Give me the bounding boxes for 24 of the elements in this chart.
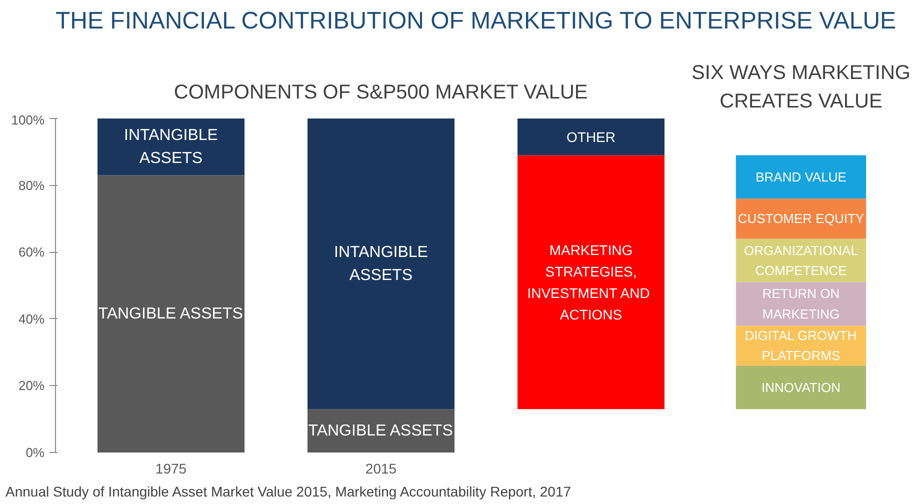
series-label: BRAND VALUE bbox=[756, 169, 847, 184]
y-tick-label: 0% bbox=[26, 445, 45, 460]
y-tick-label: 80% bbox=[18, 178, 45, 193]
series-label: DIGITAL GROWTH PLATFORMS bbox=[744, 328, 857, 364]
series-label: TANGIBLE ASSETS bbox=[308, 422, 453, 440]
y-tick-label: 60% bbox=[18, 244, 45, 260]
series-label: CUSTOMER EQUITY bbox=[738, 211, 864, 226]
series-label: INNOVATION bbox=[762, 380, 840, 395]
text: COMPONENTS OF S&P500 MARKET VALUE bbox=[174, 82, 588, 104]
y-tick-label: 40% bbox=[18, 311, 45, 326]
text: Annual Study of Intangible Asset Market Value 2015, Marketing Accountability Report, 2017 bbox=[6, 484, 572, 500]
chart-title: THE FINANCIAL CONTRIBUTION OF MARKETING TO ENTERPRISE VALUE bbox=[56, 8, 896, 34]
series-label: TANGIBLE ASSETS bbox=[98, 305, 243, 322]
series-label: INTANGIBLE ASSETS bbox=[124, 126, 218, 167]
text: SIX WAYS MARKETING CREATES VALUE bbox=[692, 62, 910, 112]
x-tick-label: 1975 bbox=[155, 460, 187, 476]
y-tick-label: 20% bbox=[18, 378, 45, 394]
series-label: OTHER bbox=[566, 128, 616, 145]
series-label: RETURN ON MARKETING bbox=[762, 286, 840, 322]
series-label: INTANGIBLE ASSETS bbox=[334, 244, 428, 284]
y-tick-label: 100% bbox=[11, 112, 45, 128]
series-label: ORGANIZATIONAL COMPETENCE bbox=[744, 242, 858, 278]
x-tick-label: 2015 bbox=[365, 460, 397, 476]
series-label: MARKETING STRATEGIES, INVESTMENT AND ACTIONS bbox=[527, 242, 650, 323]
